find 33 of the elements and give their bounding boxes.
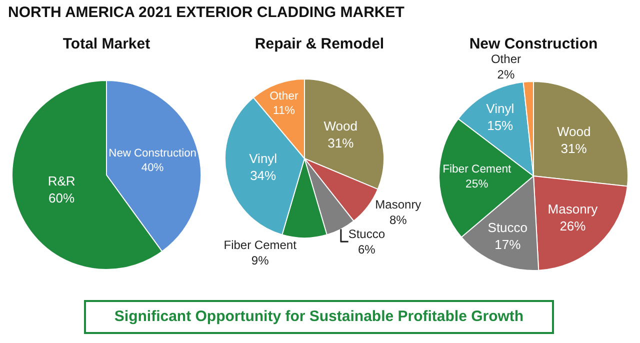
data-label: 31% (560, 140, 588, 156)
slice-label: Masonry (375, 197, 422, 212)
chart-title: Total Market (62, 35, 150, 52)
slice-label: Wood (324, 118, 358, 134)
text: NORTH AMERICA 2021 EXTERIOR CLADDING MARKET (8, 4, 404, 21)
data-label: 15% (487, 118, 514, 133)
data-label: 17% (494, 237, 522, 252)
slice-label: Masonry (548, 202, 598, 217)
chart-title: New Construction (469, 35, 598, 52)
slice-label: Fiber Cement (224, 238, 298, 252)
slice-label: Wood (556, 124, 591, 139)
data-label: 2% (497, 68, 515, 82)
data-label: 11% (272, 105, 295, 118)
slice-label: Other (490, 52, 521, 66)
data-label: 9% (251, 254, 270, 268)
data-label: 60% (48, 190, 76, 206)
slice-label: R&R (48, 174, 76, 189)
data-label: 26% (560, 218, 586, 234)
data-label: 31% (328, 135, 354, 150)
data-label: 34% (250, 168, 277, 184)
slice-label: Stucco (348, 226, 386, 241)
slice-label: New Construction (108, 148, 196, 160)
slice-label: Vinyl (486, 101, 514, 116)
data-label: 6% (358, 242, 376, 256)
slice-label: Other (270, 90, 298, 102)
slice-label: Vinyl (249, 151, 278, 166)
slice-label: Fiber Cement (442, 164, 512, 176)
chart-title: Repair & Remodel (254, 35, 384, 52)
data-label: 25% (466, 178, 488, 190)
slice-label: Stucco (488, 220, 528, 236)
data-label: 40% (141, 162, 164, 174)
text: Significant Opportunity for Sustainable Profitable Growth (84, 300, 554, 334)
data-label: 8% (390, 212, 408, 227)
